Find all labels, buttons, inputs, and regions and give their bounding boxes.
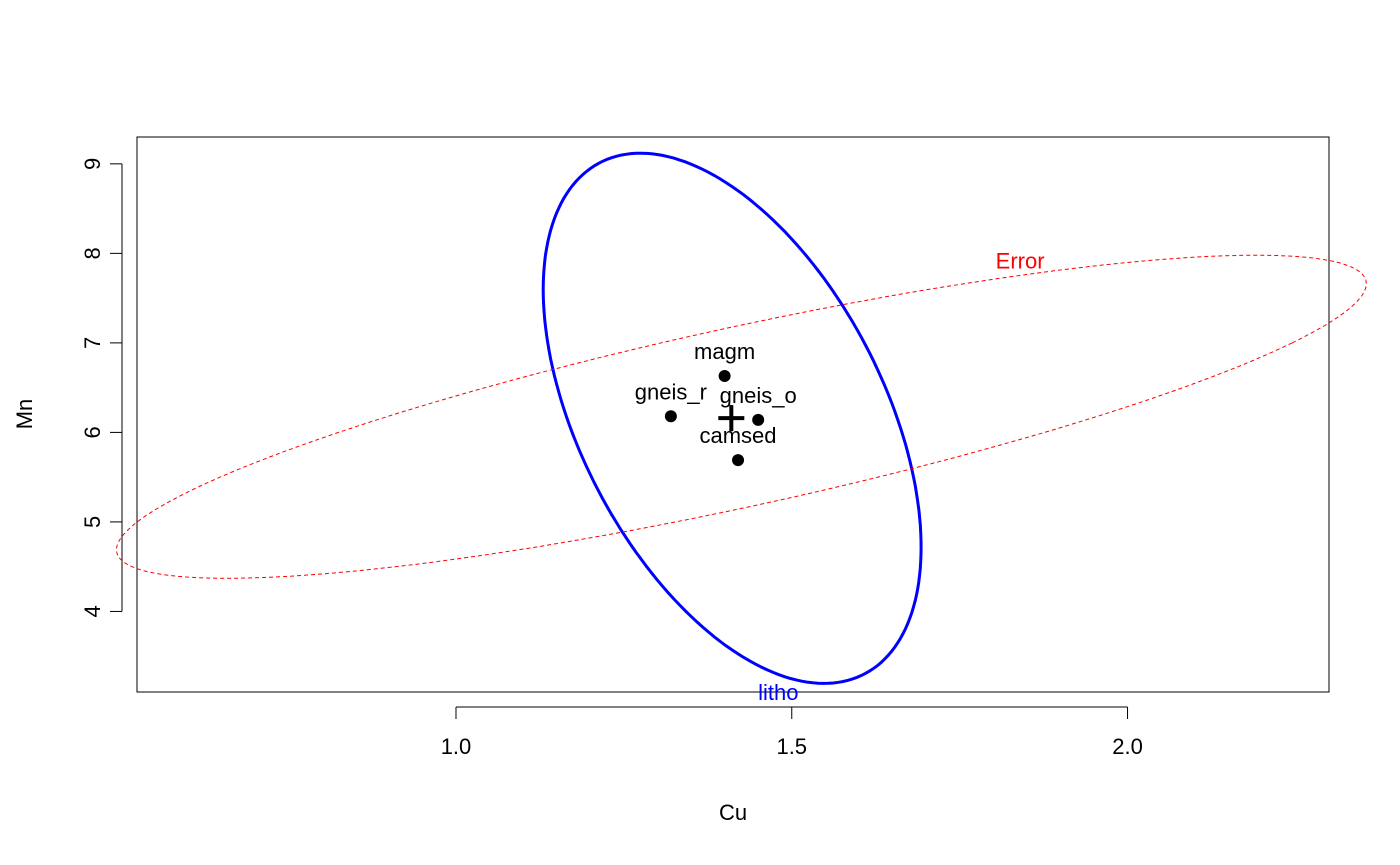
ellipse-error	[115, 254, 1367, 579]
x-tick-label: 2.0	[1112, 734, 1143, 759]
data-point	[752, 413, 765, 426]
x-axis: 1.0 1.5 2.0	[441, 706, 1143, 759]
ellipse-litho	[541, 151, 923, 685]
point-label: gneis_r	[635, 379, 707, 404]
data-point	[664, 410, 677, 423]
y-tick-label: 8	[80, 247, 105, 259]
plot-frame	[136, 136, 1330, 693]
point-label: gneis_o	[720, 383, 797, 408]
x-axis-title: Cu	[719, 800, 747, 825]
y-axis-title: Mn	[12, 399, 37, 430]
points-layer	[664, 370, 765, 467]
centroid-marker	[718, 405, 745, 432]
point-label: magm	[694, 339, 755, 364]
y-tick-label: 5	[80, 516, 105, 528]
y-tick-label: 7	[80, 337, 105, 349]
y-axis: 4 5 6 7 8 9	[80, 158, 123, 618]
y-tick-label: 9	[80, 158, 105, 170]
y-tick-label: 4	[80, 605, 105, 617]
ellipse-label: litho	[758, 680, 798, 705]
data-point	[718, 370, 731, 383]
y-tick-label: 6	[80, 426, 105, 438]
x-tick-label: 1.0	[441, 734, 472, 759]
point-label: camsed	[700, 423, 777, 448]
ellipse-label: Error	[996, 249, 1045, 274]
x-tick-label: 1.5	[776, 734, 807, 759]
data-point	[732, 454, 745, 467]
ellipses-layer	[115, 151, 1367, 685]
